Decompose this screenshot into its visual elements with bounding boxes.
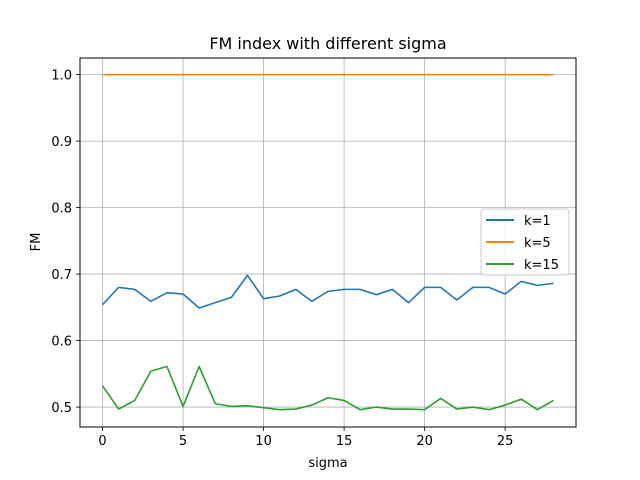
axis-ticks: 0 5 10 15 20 25 0.5 0.6 0.7 0.8 0.9 1.0 — [51, 69, 513, 449]
legend-label: k=5 — [524, 236, 551, 251]
y-tick-label: 1.0 — [51, 69, 72, 84]
x-tick-label: 25 — [497, 434, 514, 449]
series-lines — [101, 73, 554, 411]
x-tick-label: 10 — [255, 434, 272, 449]
series-line-k-1 — [101, 274, 554, 309]
chart-title: FM index with different sigma — [209, 34, 446, 53]
y-tick-label: 0.9 — [51, 135, 72, 150]
x-tick-label: 15 — [336, 434, 353, 449]
y-tick-label: 0.6 — [51, 335, 72, 350]
plot-frame — [79, 57, 577, 428]
x-tick-label: 5 — [179, 434, 187, 449]
y-tick-label: 0.7 — [51, 268, 72, 283]
y-tick-label: 0.8 — [51, 202, 72, 217]
legend-label: k=1 — [524, 214, 551, 229]
legend: k=1 k=5 k=15 — [480, 208, 570, 276]
x-tick-label: 0 — [98, 434, 106, 449]
series-line-k-15 — [101, 365, 554, 411]
y-tick-label: 0.5 — [51, 401, 72, 416]
x-tick-label: 20 — [416, 434, 433, 449]
x-axis-label: sigma — [308, 456, 347, 471]
legend-box — [480, 208, 570, 276]
legend-label: k=15 — [524, 258, 559, 273]
y-axis-label: FM — [29, 233, 44, 252]
